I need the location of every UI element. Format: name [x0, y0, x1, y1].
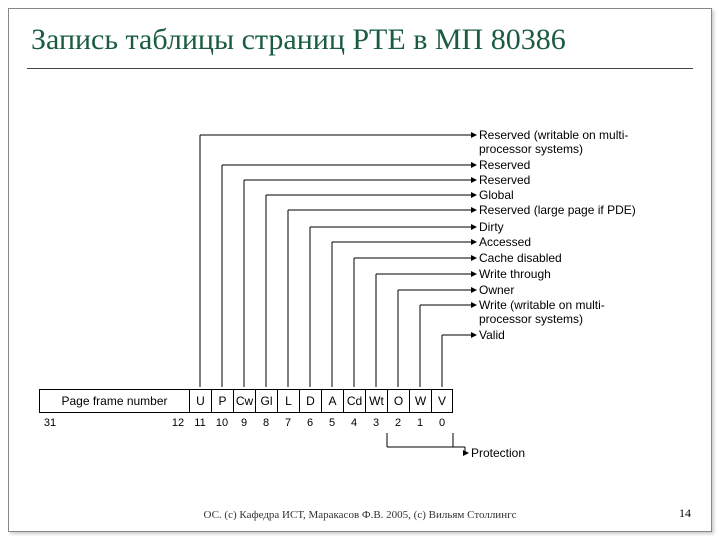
bitfield-cell: D — [299, 389, 321, 413]
bitfield-cell: U — [189, 389, 211, 413]
field-label: Write through — [479, 268, 551, 282]
field-label: Global — [479, 189, 514, 203]
bitfield-cell: V — [431, 389, 453, 413]
field-label: Accessed — [479, 236, 531, 250]
slide-frame: Запись таблицы страниц PTE в МП 80386 Pa… — [8, 8, 712, 532]
field-label: Write (writable on multi- processor syst… — [479, 299, 605, 327]
pte-diagram: Page frame numberUPCwGlLDACdWtOWV 311211… — [9, 129, 720, 489]
field-label: Reserved — [479, 174, 530, 188]
bitfield-cell: L — [277, 389, 299, 413]
bit-number: 8 — [255, 417, 277, 429]
bitfield-row: Page frame numberUPCwGlLDACdWtOWV — [39, 389, 453, 413]
bit-number: 2 — [387, 417, 409, 429]
field-label: Reserved (writable on multi- processor s… — [479, 129, 628, 157]
bitfield-cell: W — [409, 389, 431, 413]
bit-number: 31 — [39, 417, 61, 429]
field-label: Reserved (large page if PDE) — [479, 204, 636, 218]
bitfield-cell: Page frame number — [39, 389, 189, 413]
footer-text: ОС. (c) Кафедра ИСТ, Маракасов Ф.В. 2005… — [9, 509, 711, 521]
field-label: Cache disabled — [479, 252, 562, 266]
field-label: Valid — [479, 329, 505, 343]
bitfield-cell: Wt — [365, 389, 387, 413]
bitfield-cell: Cd — [343, 389, 365, 413]
bit-number: 6 — [299, 417, 321, 429]
bit-number: 11 — [189, 417, 211, 429]
page-number: 14 — [679, 506, 691, 521]
bit-number: 4 — [343, 417, 365, 429]
bit-number: 3 — [365, 417, 387, 429]
bit-numbers: 311211109876543210 — [39, 417, 453, 429]
bit-number: 9 — [233, 417, 255, 429]
bitfield-cell: Gl — [255, 389, 277, 413]
protection-label: Protection — [471, 447, 525, 461]
bit-number: 0 — [431, 417, 453, 429]
wire-lines — [9, 129, 720, 489]
bitfield-cell: O — [387, 389, 409, 413]
bit-number: 10 — [211, 417, 233, 429]
field-label: Reserved — [479, 159, 530, 173]
bit-number: 5 — [321, 417, 343, 429]
bitfield-cell: P — [211, 389, 233, 413]
bit-number: 7 — [277, 417, 299, 429]
bit-number: 1 — [409, 417, 431, 429]
field-label: Owner — [479, 284, 514, 298]
bitfield-cell: Cw — [233, 389, 255, 413]
field-label: Dirty — [479, 221, 504, 235]
bit-number — [61, 417, 167, 429]
slide-title: Запись таблицы страниц PTE в МП 80386 — [9, 9, 711, 62]
bitfield-cell: A — [321, 389, 343, 413]
bit-number: 12 — [167, 417, 189, 429]
title-rule — [27, 68, 693, 69]
